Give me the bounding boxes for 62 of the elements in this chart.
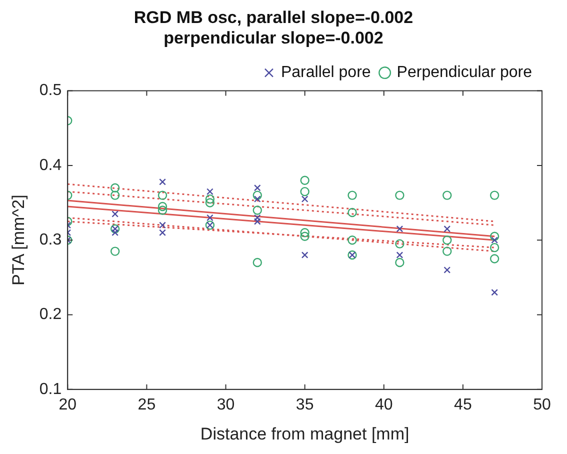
point xyxy=(158,202,168,212)
legend-label: Perpendicular pore xyxy=(396,64,532,82)
y-tick-label: 0.1 xyxy=(39,380,62,398)
point xyxy=(206,188,214,196)
point xyxy=(396,252,404,258)
point xyxy=(490,232,500,241)
point xyxy=(395,239,404,248)
point xyxy=(112,229,119,236)
y-tick-label: 0.3 xyxy=(39,232,62,249)
chart-subtitle: perpendicular slope=-0.002 xyxy=(164,28,384,48)
point xyxy=(110,183,120,192)
legend-label: Parallel pore xyxy=(280,64,371,82)
point xyxy=(110,246,120,256)
point xyxy=(110,190,120,200)
point xyxy=(444,225,451,232)
y-tick-label: 0.4 xyxy=(39,156,62,174)
point xyxy=(442,236,452,245)
point xyxy=(395,258,404,268)
point xyxy=(112,210,119,218)
x-tick-label: 45 xyxy=(454,396,472,414)
point xyxy=(252,190,262,200)
x-tick-label: 50 xyxy=(533,396,551,414)
point xyxy=(490,254,500,264)
x-tick-label: 20 xyxy=(58,396,77,414)
point xyxy=(490,242,500,252)
y-axis-title: PTA [mm^2] xyxy=(8,194,28,286)
point xyxy=(205,194,215,204)
x-tick-label: 25 xyxy=(138,396,156,414)
y-tick-label: 0.5 xyxy=(39,82,62,100)
point xyxy=(490,190,500,200)
point xyxy=(254,184,261,192)
point xyxy=(252,258,262,268)
x-axis-title: Distance from magnet [mm] xyxy=(200,424,410,444)
point xyxy=(395,190,404,200)
point xyxy=(491,288,498,296)
x-tick-label: 30 xyxy=(216,396,235,414)
point xyxy=(348,190,357,200)
point xyxy=(252,206,262,215)
chart-title: RGD MB osc, parallel slope=-0.002 xyxy=(134,8,414,27)
point xyxy=(442,190,452,200)
point xyxy=(348,208,357,218)
point xyxy=(300,228,310,238)
point xyxy=(348,236,357,245)
point xyxy=(301,252,308,258)
point xyxy=(158,206,168,215)
point xyxy=(205,198,215,208)
point xyxy=(301,196,308,202)
y-tick-label: 0.2 xyxy=(39,306,62,324)
point xyxy=(159,178,166,186)
x-tick-label: 40 xyxy=(374,396,393,414)
point xyxy=(254,196,261,202)
point xyxy=(158,190,168,200)
point xyxy=(396,225,404,232)
point xyxy=(300,176,310,185)
point xyxy=(300,232,310,241)
point xyxy=(491,236,498,244)
point xyxy=(254,214,261,222)
point xyxy=(442,246,452,256)
point xyxy=(254,218,261,225)
point xyxy=(300,186,310,196)
x-tick-label: 35 xyxy=(296,396,314,414)
point xyxy=(444,266,451,274)
